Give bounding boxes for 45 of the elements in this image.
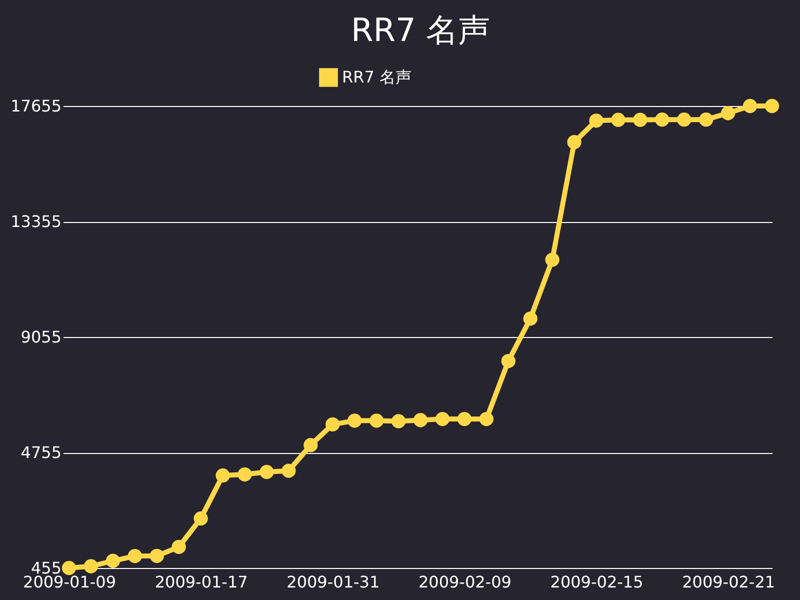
point [567, 135, 582, 150]
x-tick-label: 2009-02-09 [418, 572, 512, 592]
point [742, 98, 758, 114]
point [260, 464, 274, 480]
point [238, 467, 252, 482]
y-tick-label: 17655 [10, 96, 62, 116]
x-tick-label: 2009-02-21 [682, 572, 776, 592]
y-tick-label: 9055 [20, 328, 62, 346]
point [106, 554, 120, 568]
y-tick-label: 4755 [20, 443, 62, 462]
point [84, 559, 98, 574]
point [172, 540, 186, 554]
point [348, 414, 362, 428]
point [369, 414, 384, 428]
point [62, 560, 76, 576]
x-tick-label: 2009-01-31 [286, 572, 380, 592]
point [413, 413, 428, 428]
x-tick-label: 2009-01-09 [23, 572, 116, 592]
point [633, 112, 648, 127]
point [282, 464, 296, 478]
point [764, 98, 780, 114]
point [391, 414, 406, 428]
point [128, 548, 142, 564]
y-tick-label: 13355 [10, 212, 62, 231]
point [479, 412, 494, 426]
point [457, 412, 472, 426]
point [545, 252, 560, 267]
chart-title: RR7 名声 [351, 11, 490, 49]
point [194, 511, 208, 526]
x-tick-label: 2009-02-15 [550, 572, 644, 592]
point [523, 312, 538, 326]
point [435, 412, 450, 426]
point [326, 417, 340, 432]
point [655, 112, 670, 127]
point [611, 112, 626, 127]
point [216, 468, 230, 483]
point [501, 354, 516, 368]
point [150, 548, 164, 563]
x-tick-label: 2009-01-17 [154, 572, 248, 592]
point [589, 114, 604, 128]
point [720, 106, 736, 120]
point [677, 112, 692, 127]
point [304, 438, 318, 452]
legend-label: RR7 名声 [342, 68, 412, 86]
point [699, 112, 714, 127]
